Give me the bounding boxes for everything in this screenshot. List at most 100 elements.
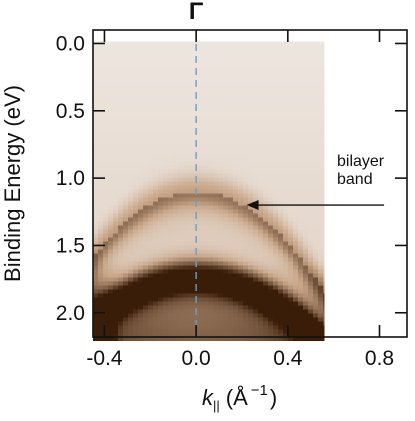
heatmap-cell <box>183 149 189 154</box>
heatmap-cell <box>123 217 129 222</box>
heatmap-cell <box>168 157 174 162</box>
heatmap-cell <box>218 133 224 138</box>
heatmap-cell <box>283 281 289 286</box>
heatmap-cell <box>123 233 129 238</box>
heatmap-cell <box>203 121 209 126</box>
heatmap-cell <box>233 217 239 222</box>
heatmap-cell <box>193 109 199 114</box>
heatmap-cell <box>203 201 209 206</box>
heatmap-cell <box>163 337 169 341</box>
heatmap-cell <box>288 225 294 230</box>
heatmap-cell <box>168 101 174 106</box>
heatmap-cell <box>223 313 229 318</box>
heatmap-cell <box>268 281 274 286</box>
heatmap-cell <box>313 121 319 126</box>
heatmap-cell <box>178 181 184 186</box>
heatmap-cell <box>228 89 234 94</box>
heatmap-cell <box>268 245 274 250</box>
heatmap-cell <box>288 57 294 62</box>
heatmap-cell <box>178 81 184 86</box>
heatmap-cell <box>173 41 179 46</box>
heatmap-cell <box>238 177 244 182</box>
heatmap-cell <box>153 53 159 58</box>
heatmap-cell <box>208 41 214 46</box>
heatmap-cell <box>253 181 259 186</box>
heatmap-cell <box>103 313 109 318</box>
heatmap-cell <box>158 73 164 78</box>
heatmap-cell <box>138 45 144 50</box>
heatmap-cell <box>233 281 239 286</box>
heatmap-cell <box>248 257 254 262</box>
heatmap-cell <box>143 309 149 314</box>
heatmap-cell <box>118 229 124 234</box>
heatmap-cell <box>233 177 239 182</box>
heatmap-cell <box>218 65 224 70</box>
heatmap-cell <box>253 65 259 70</box>
heatmap-cell <box>243 193 249 198</box>
heatmap-cell <box>278 273 284 278</box>
heatmap-cell <box>138 153 144 158</box>
heatmap-cell <box>243 169 249 174</box>
heatmap-cell <box>258 85 264 90</box>
heatmap-cell <box>198 161 204 166</box>
heatmap-cell <box>183 273 189 278</box>
heatmap-cell <box>298 217 304 222</box>
heatmap-cell <box>288 265 294 270</box>
heatmap-cell <box>243 93 249 98</box>
heatmap-cell <box>173 217 179 222</box>
heatmap-cell <box>268 141 274 146</box>
heatmap-cell <box>268 261 274 266</box>
heatmap-cell <box>263 189 269 194</box>
heatmap-cell <box>193 197 199 202</box>
heatmap-cell <box>188 305 194 310</box>
heatmap-cell <box>218 173 224 178</box>
heatmap-cell <box>238 121 244 126</box>
heatmap-cell <box>123 129 129 134</box>
heatmap-cell <box>248 253 254 258</box>
heatmap-cell <box>248 337 254 341</box>
heatmap-cell <box>213 273 219 278</box>
heatmap-cell <box>128 221 134 226</box>
heatmap-cell <box>288 125 294 130</box>
heatmap-cell <box>143 261 149 266</box>
heatmap-cell <box>183 265 189 270</box>
heatmap-cell <box>163 57 169 62</box>
heatmap-cell <box>113 261 119 266</box>
heatmap-cell <box>298 285 304 290</box>
heatmap-cell <box>318 129 324 134</box>
heatmap-cell <box>253 73 259 78</box>
heatmap-cell <box>303 113 309 118</box>
heatmap-cell <box>203 129 209 134</box>
heatmap-cell <box>323 305 325 310</box>
heatmap-cell <box>148 121 154 126</box>
heatmap-cell <box>178 161 184 166</box>
heatmap-cell <box>238 301 244 306</box>
heatmap-cell <box>288 269 294 274</box>
heatmap-cell <box>293 133 299 138</box>
heatmap-cell <box>323 221 325 226</box>
heatmap-cell <box>258 205 264 210</box>
heatmap-cell <box>238 57 244 62</box>
heatmap-cell <box>273 245 279 250</box>
heatmap-cell <box>313 285 319 290</box>
heatmap-cell <box>238 61 244 66</box>
heatmap-cell <box>103 149 109 154</box>
heatmap-cell <box>298 321 304 326</box>
heatmap-cell <box>228 165 234 170</box>
heatmap-cell <box>288 297 294 302</box>
heatmap-cell <box>178 73 184 78</box>
heatmap-cell <box>268 205 274 210</box>
heatmap-cell <box>133 193 139 198</box>
heatmap-cell <box>153 193 159 198</box>
heatmap-cell <box>113 105 119 110</box>
heatmap-cell <box>178 45 184 50</box>
heatmap-cell <box>123 89 129 94</box>
heatmap-cell <box>103 137 109 142</box>
heatmap-cell <box>113 293 119 298</box>
heatmap-cell <box>318 205 324 210</box>
heatmap-cell <box>148 245 154 250</box>
heatmap-cell <box>143 205 149 210</box>
heatmap-cell <box>263 333 269 338</box>
heatmap-cell <box>148 209 154 214</box>
heatmap-cell <box>278 181 284 186</box>
